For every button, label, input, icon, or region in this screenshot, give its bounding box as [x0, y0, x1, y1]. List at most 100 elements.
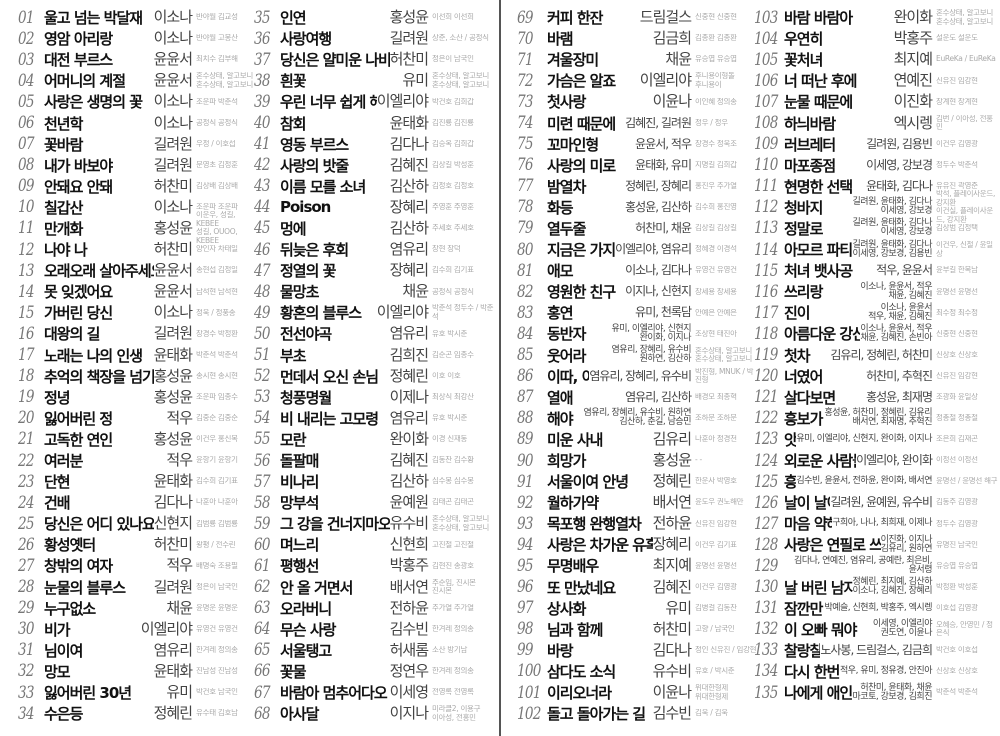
song-title: 망부석 — [280, 494, 319, 513]
song-row: 84 동반자 유미, 이엘리야, 신현지 완이화, 이지나 조상현 태진아 — [517, 323, 757, 344]
song-singer: 허찬미 — [153, 535, 193, 554]
song-credits: - - — [695, 456, 702, 465]
song-row: 01 울고 넘는 박달재 이소나 반야월 김교성 — [18, 7, 258, 28]
song-number: 121 — [754, 387, 778, 408]
song-number: 87 — [517, 387, 534, 408]
song-title: 잠깐만 — [784, 599, 823, 618]
song-singer: 윤태화 — [153, 345, 193, 364]
song-credits: 이운우, 성길, KEBEE 성길, OUOO, KEBEE — [196, 211, 238, 245]
song-credits: 이선희 이선희 — [432, 13, 474, 22]
song-credits: 혼수상태, 알고보니 혼수상태, 알고보니 — [432, 72, 489, 89]
song-title: 흥아리랑 — [784, 473, 797, 492]
song-title: 하늬바람 — [784, 114, 836, 133]
song-credits: 김병걸 김동찬 — [695, 603, 737, 612]
song-title: 아사달 — [280, 705, 319, 724]
song-row: 107 눈물 때문에 이진화 장계현 장계현 — [754, 91, 998, 112]
song-title: 우린 너무 쉽게 헤어졌어요 — [280, 93, 377, 112]
song-row: 104 우연히 박홍주 설운도 설운도 — [754, 28, 998, 49]
song-singer: 이엘리야 — [639, 71, 692, 90]
song-number: 116 — [754, 281, 778, 302]
song-credits: 이경 신재동 — [432, 435, 468, 444]
song-number: 36 — [254, 28, 271, 49]
song-number: 77 — [517, 176, 534, 197]
song-credits: 진남성 진남성 — [196, 667, 238, 676]
song-singer: 노사봉, 드림걸스, 김금희 — [820, 642, 933, 657]
song-credits: 박춘석 정두수 / 박춘석 — [432, 304, 494, 321]
song-title: 바랑 — [547, 641, 574, 660]
song-title: 비 내리는 고모령 — [280, 409, 379, 428]
song-row: 78 화등 홍성윤, 김산하 김수희 홍진영 — [517, 197, 757, 218]
song-number: 34 — [18, 703, 35, 724]
song-number: 63 — [254, 598, 271, 619]
song-singer: 홍성윤 — [153, 366, 193, 385]
song-number: 91 — [517, 471, 534, 492]
song-row: 50 전선야곡 염유리 유호 박시춘 — [254, 323, 494, 344]
song-row: 98 님과 함께 허찬미 고향 / 남국인 — [517, 619, 757, 640]
song-singer: 윤윤서 — [153, 50, 193, 69]
song-row: 59 그 강을 건너지마오 유수비 혼수상태, 알고보니 혼수상태, 알고보니 — [254, 513, 494, 534]
song-singer: 김다나, 연예진, 염유리, 공예란, 최은비, 윤서령 — [794, 555, 932, 575]
song-singer: 적우 — [166, 408, 193, 427]
song-credits: 박진형, MNUK / 박진형 — [695, 367, 754, 385]
song-title: 웃어라 — [547, 346, 586, 365]
song-title: 찰랑찰랑 — [784, 641, 821, 660]
song-title: 사랑의 미로 — [547, 156, 616, 175]
song-number: 94 — [517, 534, 534, 555]
song-number: 129 — [754, 555, 778, 576]
song-row: 72 가슴은 알죠 이엘리야 후니용이형돌 후니용이 — [517, 70, 757, 91]
song-number: 106 — [754, 70, 778, 91]
song-credits: 신유진 임강현 — [936, 371, 978, 380]
song-number: 135 — [754, 682, 778, 703]
song-credits: 장세용 장세용 — [695, 287, 737, 296]
song-title: 천년학 — [44, 114, 83, 133]
song-number: 04 — [18, 70, 35, 91]
song-number: 48 — [254, 281, 271, 302]
song-title: 당신은 얄미운 나비 — [280, 51, 390, 70]
song-singer: 홍성윤 — [153, 387, 193, 406]
song-singer: 김산하 — [389, 176, 429, 195]
song-credits: 이인혜 정의송 — [695, 97, 737, 106]
song-credits: 정두수 김영광 — [936, 519, 978, 528]
song-number: 107 — [754, 91, 778, 112]
song-singer: 적우 — [166, 556, 193, 575]
song-row: 101 이리오너라 이윤나 위대한형제 위대한형제 — [517, 682, 757, 703]
song-row: 48 물망초 채윤 공정식 공정식 — [254, 281, 494, 302]
song-singer: 허찬미 — [389, 50, 429, 69]
song-credits: 장계현 장계현 — [936, 97, 978, 106]
song-credits: 김정호 김정호 — [432, 182, 474, 191]
song-row: 28 눈물의 블루스 길려원 정은이 남국인 — [18, 577, 258, 598]
song-title: 살다보면 — [784, 388, 836, 407]
song-singer: 이소나 — [153, 113, 193, 132]
song-singer: 김혜진 — [652, 577, 692, 596]
song-credits: 유호 박시춘 — [432, 329, 468, 338]
song-credits: 이호 이호 — [432, 371, 461, 380]
song-row: 15 가버린 당신 이소나 정욱 / 정풍송 — [18, 302, 258, 323]
song-singer: 김산하 — [389, 218, 429, 237]
song-row: 77 밤열차 정혜린, 장혜리 홍진우 추가열 — [517, 176, 757, 197]
song-singer: 정혜린 — [153, 704, 193, 723]
song-credits: 반야월 고봉산 — [196, 34, 238, 43]
song-row: 66 꽃물 정연우 한겨레 정의송 — [254, 661, 494, 682]
song-title: 정열의 꽃 — [280, 262, 336, 281]
song-number: 61 — [254, 555, 271, 576]
song-number: 122 — [754, 408, 778, 429]
song-title: 눈물 때문에 — [784, 93, 853, 112]
song-singer: 길려원 — [153, 577, 193, 596]
song-credits: 신상호 신상호 — [936, 350, 978, 359]
song-credits: 윤명선 윤명선 — [695, 561, 737, 570]
song-singer: 정혜린 — [652, 472, 692, 491]
song-row: 35 인연 홍성윤 이선희 이선희 — [254, 7, 494, 28]
song-number: 96 — [517, 577, 534, 598]
song-title: 이 오빠 뭐야 — [784, 620, 857, 639]
song-number: 108 — [754, 113, 778, 134]
song-row: 39 우린 너무 쉽게 헤어졌어요이엘리야박건호 김희갑 — [254, 91, 494, 112]
song-row: 05 사랑은 생명의 꽃 이소나 조운파 박춘석 — [18, 91, 258, 112]
song-singer: 염유리 — [153, 640, 193, 659]
song-credits: 양인자 차태일 — [196, 245, 238, 254]
song-number: 86 — [517, 366, 534, 387]
song-row: 131 잠깐만 박예슬, 신현희, 박홍주, 엑시렝 이호섭 김영광 — [754, 598, 998, 619]
song-credits: 유호 박시춘 — [432, 414, 468, 423]
song-number: 55 — [254, 429, 271, 450]
